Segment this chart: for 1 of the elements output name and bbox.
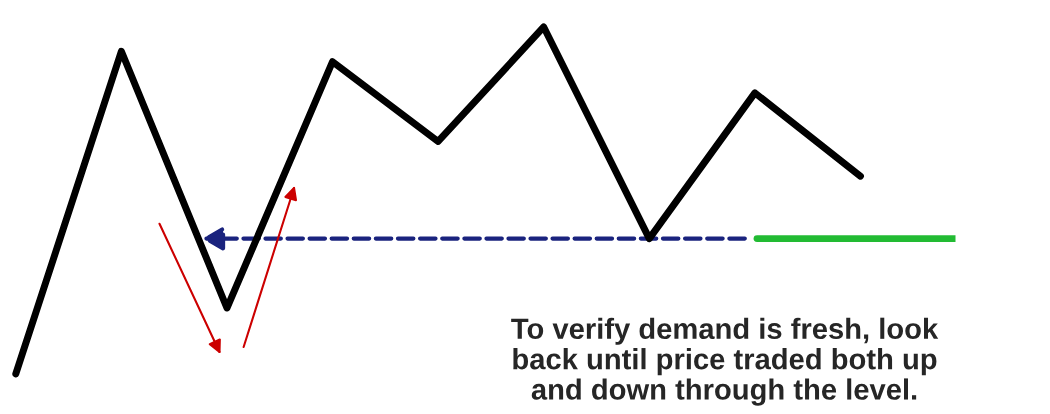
annotation: To verify demand is fresh, look back until price traded both up and down through the level.: [511, 317, 939, 406]
